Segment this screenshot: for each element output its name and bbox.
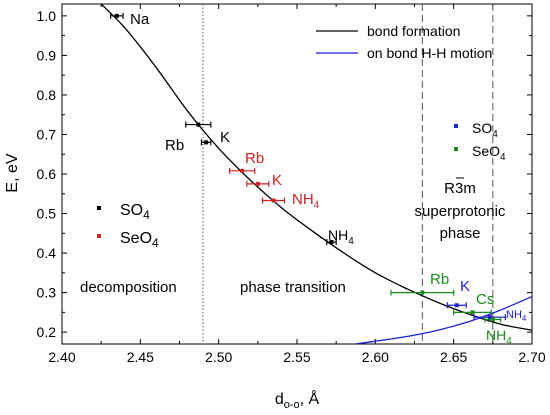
data-point (490, 317, 495, 322)
y-tick-label: 1.0 (37, 8, 57, 24)
bond-formation-curve (100, 4, 532, 331)
x-axis-ticks: 2.40 2.45 2.50 2.55 2.60 2.65 2.70 (48, 4, 546, 365)
data-point (487, 315, 492, 320)
data-point (240, 168, 245, 173)
right-legend-so4-label: SO4 (472, 120, 498, 140)
legend-label-bond-formation: bond formation (367, 23, 460, 39)
y-axis-ticks: 0.2 0.3 0.4 0.5 0.6 0.7 0.8 0.9 1.0 (37, 8, 532, 340)
y-tick-label: 0.3 (37, 285, 57, 301)
data-point (196, 122, 201, 127)
decomposition-label: decomposition (80, 279, 177, 296)
label-rb-seo4: Rb (245, 150, 264, 167)
data-point (114, 13, 119, 18)
phase-transition-label: phase transition (240, 279, 346, 296)
y-tick-label: 0.7 (37, 126, 57, 142)
label-nh4-green: NH4 (486, 327, 512, 347)
left-legend-seo4-label: SeO4 (120, 230, 159, 250)
legend: bond formation on bond H-H motion (316, 23, 492, 61)
data-point (271, 198, 276, 203)
data-point (420, 290, 425, 295)
x-tick-label: 2.45 (127, 349, 154, 365)
x-tick-label: 2.70 (518, 349, 545, 365)
hh-motion-curve (354, 296, 532, 344)
label-rb-green: Rb (430, 271, 449, 288)
x-tick-label: 2.65 (440, 349, 467, 365)
label-k-so4: K (220, 129, 230, 146)
y-axis-label: E, eV (4, 153, 21, 192)
curves (100, 4, 532, 344)
x-axis-label: do-o, Å (275, 389, 320, 411)
left-legend-so4-label: SO4 (120, 202, 150, 222)
x-tick-label: 2.40 (48, 349, 75, 365)
label-nh4-seo4: NH4 (292, 191, 320, 211)
y-tick-label: 0.2 (37, 324, 57, 340)
data-point (204, 140, 209, 145)
x-tick-label: 2.60 (362, 349, 389, 365)
r3m-label: R3m (444, 180, 476, 197)
label-nh4-so4: NH4 (328, 227, 354, 247)
right-legend-so4-marker (454, 124, 458, 128)
y-tick-label: 0.8 (37, 87, 57, 103)
label-k-blue: K (460, 278, 470, 295)
region-lines (202, 4, 494, 344)
y-tick-label: 0.5 (37, 206, 57, 222)
data-points (109, 12, 506, 323)
data-point (255, 181, 260, 186)
data-point (454, 303, 459, 308)
label-k-seo4: K (272, 172, 282, 189)
superprotonic-label: superprotonic (415, 203, 506, 220)
left-legend-so4-marker (97, 206, 101, 210)
data-point (329, 240, 334, 244)
x-tick-label: 2.55 (283, 349, 310, 365)
label-cs-green: Cs (476, 291, 494, 308)
right-legend-seo4-label: SeO4 (472, 143, 506, 163)
label-na: Na (130, 11, 150, 28)
right-legend-seo4-marker (454, 147, 458, 151)
data-point (470, 310, 475, 315)
legend-label-hh-motion: on bond H-H motion (367, 45, 492, 61)
label-rb-so4: Rb (165, 137, 184, 154)
label-nh4-blue: NH4 (506, 309, 527, 323)
y-tick-label: 0.4 (37, 245, 57, 261)
left-legend-seo4-marker (97, 234, 101, 238)
phase-label: phase (440, 225, 481, 242)
y-tick-label: 0.9 (37, 47, 57, 63)
y-tick-label: 0.6 (37, 166, 57, 182)
x-tick-label: 2.50 (205, 349, 232, 365)
